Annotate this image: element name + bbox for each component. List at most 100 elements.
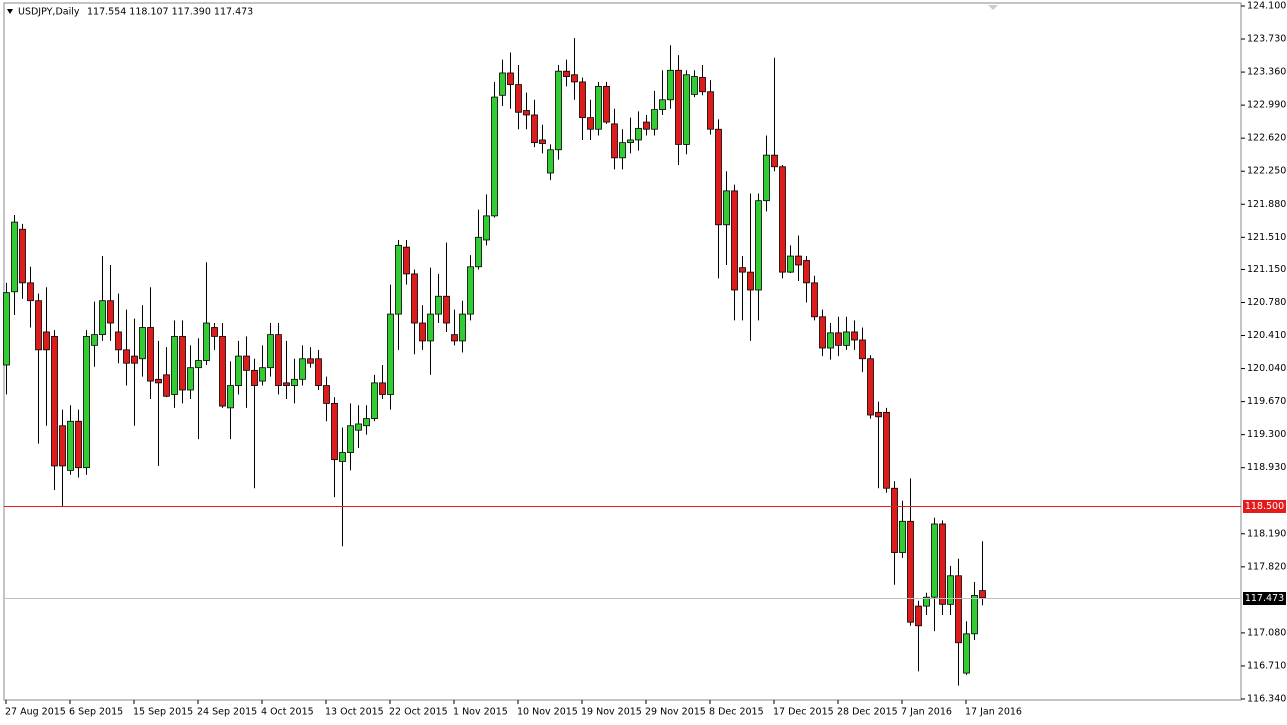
candle-body: [171, 336, 178, 395]
y-tick-label: 120.410: [1247, 330, 1286, 341]
candle-body: [867, 358, 874, 416]
y-tick-label: 122.620: [1247, 133, 1286, 144]
y-tick-label: 116.340: [1247, 694, 1286, 705]
menu-arrow: [7, 9, 13, 14]
candle-body: [819, 316, 826, 349]
candle-body: [443, 295, 450, 324]
candle-body: [835, 332, 842, 346]
candle-body: [259, 367, 266, 382]
x-tick-label: 10 Nov 2015: [517, 707, 578, 718]
candle-body: [355, 423, 362, 431]
candle-body: [483, 215, 490, 241]
candle-body: [115, 331, 122, 351]
candle-body: [547, 149, 554, 174]
candle-body: [747, 271, 754, 291]
x-tick-label: 1 Nov 2015: [453, 707, 508, 718]
candle-body: [811, 282, 818, 318]
candle-body: [571, 74, 578, 83]
candle-body: [27, 282, 34, 302]
candle-body: [427, 313, 434, 342]
candle-body: [411, 273, 418, 324]
candle-body: [379, 382, 386, 395]
candle-body: [539, 139, 546, 144]
y-tick-label: 122.990: [1247, 100, 1286, 111]
candle-body: [699, 77, 706, 93]
candle-body: [947, 575, 954, 605]
candle-body: [883, 411, 890, 489]
candle-body: [19, 228, 26, 284]
candle-body: [131, 355, 138, 364]
x-tick-label: 13 Oct 2015: [325, 707, 384, 718]
candle-body: [499, 72, 506, 96]
candle-body: [75, 420, 82, 469]
y-tick-label: 120.780: [1247, 297, 1286, 308]
candle-body: [243, 355, 250, 371]
candle-body: [307, 358, 314, 364]
y-tick-label: 122.250: [1247, 166, 1286, 177]
candle-body: [779, 166, 786, 273]
candle-body: [331, 403, 338, 461]
candle-body: [851, 331, 858, 341]
y-tick-label: 121.150: [1247, 264, 1286, 275]
candle-body: [827, 332, 834, 349]
candle-body: [523, 110, 530, 116]
candle-body: [787, 255, 794, 273]
candle-body: [859, 339, 866, 360]
candle-body: [723, 190, 730, 226]
candle-body: [43, 331, 50, 351]
candle-body: [99, 300, 106, 336]
candle-body: [291, 378, 298, 386]
candle-body: [155, 378, 162, 384]
candle-body: [843, 331, 850, 346]
candle-body: [611, 123, 618, 159]
candle-body: [11, 221, 18, 293]
candle-body: [347, 425, 354, 453]
candle-body: [731, 190, 738, 291]
y-tick-label: 121.880: [1247, 199, 1286, 210]
candle-body: [971, 595, 978, 635]
candle-body: [3, 292, 10, 366]
y-tick-label: 119.670: [1247, 396, 1286, 407]
candle-body: [755, 200, 762, 291]
candle-body: [371, 382, 378, 419]
candle-body: [163, 374, 170, 397]
candle-body: [195, 360, 202, 369]
candle-body: [467, 266, 474, 315]
candle-body: [939, 523, 946, 605]
candle-body: [315, 358, 322, 386]
candle-body: [627, 139, 634, 144]
candle-body: [179, 336, 186, 391]
candle-body: [771, 154, 778, 168]
candle-body: [563, 70, 570, 77]
candle-body: [147, 327, 154, 382]
y-tick-label: 116.710: [1247, 660, 1286, 671]
candle-body: [227, 385, 234, 409]
candle-body: [795, 255, 802, 266]
candle-body: [635, 127, 642, 141]
candle-body: [219, 336, 226, 407]
candle-body: [603, 85, 610, 123]
candle-body: [651, 109, 658, 130]
x-tick-label: 28 Dec 2015: [837, 707, 898, 718]
candle-body: [667, 69, 674, 101]
candle-body: [739, 267, 746, 273]
candle-body: [203, 322, 210, 361]
candle-body: [459, 313, 466, 342]
candle-body: [235, 355, 242, 386]
candle-body: [387, 313, 394, 395]
y-tick-label: 120.040: [1247, 363, 1286, 374]
candle-body: [507, 72, 514, 85]
candle-body: [299, 358, 306, 380]
x-tick-label: 6 Sep 2015: [69, 707, 123, 718]
price-label: 118.500: [1245, 501, 1284, 512]
candle-body: [67, 420, 74, 471]
y-tick-label: 124.100: [1247, 1, 1286, 12]
x-tick-label: 22 Oct 2015: [389, 707, 448, 718]
candle-body: [643, 121, 650, 130]
y-tick-label: 118.930: [1247, 462, 1286, 473]
candle-body: [659, 99, 666, 110]
candle-body: [555, 70, 562, 151]
